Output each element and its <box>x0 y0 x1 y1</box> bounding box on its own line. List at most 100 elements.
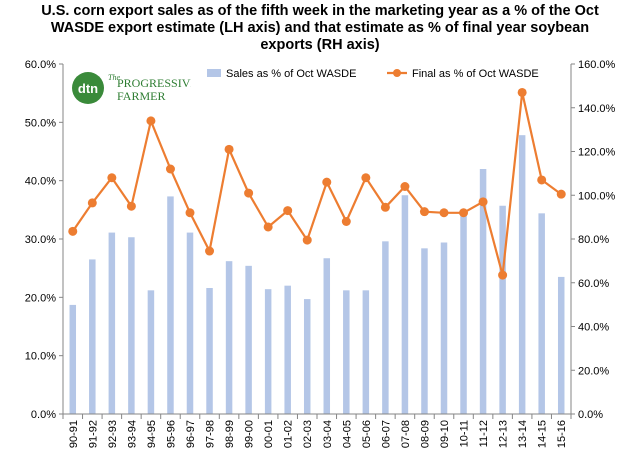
bar-series <box>69 135 565 414</box>
legend-label-sales: Sales as % of Oct WASDE <box>226 68 356 80</box>
x-tick-label: 14-15 <box>537 420 549 448</box>
right-tick-label: 160.0% <box>578 59 616 71</box>
bar-12-13 <box>499 205 506 414</box>
bar-93-94 <box>128 237 135 414</box>
line-point-97-98 <box>205 246 215 256</box>
bar-10-11 <box>460 215 467 414</box>
chart-title-line-3: exports (RH axis) <box>260 37 380 53</box>
bar-91-92 <box>89 259 96 414</box>
bar-03-04 <box>323 258 331 414</box>
right-tick-label: 120.0% <box>578 147 616 159</box>
bar-15-16 <box>557 276 565 414</box>
x-tick-label: 06-07 <box>380 420 392 448</box>
line-point-03-04 <box>322 177 332 187</box>
bar-02-03 <box>303 299 311 414</box>
bar-90-91 <box>69 304 77 414</box>
bar-04-05 <box>343 290 350 414</box>
logo-the-text: The <box>108 73 120 82</box>
logo-progressive-text: PROGRESSIVE <box>117 76 191 90</box>
right-tick-label: 20.0% <box>578 365 609 377</box>
bar-01-02 <box>284 285 291 414</box>
bar-97-98 <box>206 288 213 414</box>
x-tick-label: 07-08 <box>400 420 412 448</box>
bar-11-12 <box>479 169 487 414</box>
line-point-04-05 <box>341 217 351 226</box>
x-tick-label: 99-00 <box>244 420 256 448</box>
right-tick-label: 40.0% <box>578 322 609 334</box>
line-point-02-03 <box>302 235 312 245</box>
line-point-13-14 <box>517 87 527 97</box>
right-tick-label: 80.0% <box>578 234 609 246</box>
x-tick-label: 15-16 <box>556 420 568 448</box>
x-tick-label: 03-04 <box>322 420 334 448</box>
right-tick-label: 100.0% <box>578 190 616 202</box>
line-point-08-09 <box>419 207 429 217</box>
x-tick-label: 93-94 <box>126 420 138 448</box>
logo-farmer-text: FARMER <box>117 89 165 103</box>
line-point-14-15 <box>537 175 547 185</box>
line-path <box>71 92 562 276</box>
line-point-15-16 <box>556 189 566 199</box>
line-point-09-10 <box>439 208 449 218</box>
line-series <box>68 87 566 280</box>
bar-96-97 <box>186 232 194 414</box>
chart-title: U.S. corn export sales as of the fifth w… <box>0 3 640 54</box>
bar-99-00 <box>245 265 252 414</box>
right-tick-label: 140.0% <box>578 103 616 115</box>
right-tick-label: 0.0% <box>578 409 603 421</box>
bar-05-06 <box>362 290 370 414</box>
axes: 0.0% 10.0% 20.0% 30.0% 40.0% 50.0% 60.0% 0.0% 20… <box>25 59 616 448</box>
line-point-91-92 <box>87 198 97 208</box>
legend-marker-final <box>393 69 401 77</box>
bar-06-07 <box>382 241 389 414</box>
line-point-00-01 <box>263 222 273 232</box>
left-tick-label: 40.0% <box>25 176 56 188</box>
x-tick-label: 05-06 <box>361 420 373 448</box>
x-tick-label: 12-13 <box>498 420 510 448</box>
left-tick-label: 30.0% <box>25 234 56 246</box>
line-point-90-91 <box>68 226 78 236</box>
bar-94-95 <box>147 290 155 414</box>
left-tick-label: 10.0% <box>25 351 56 363</box>
bar-00-01 <box>264 289 272 414</box>
bar-14-15 <box>538 213 545 414</box>
x-tick-label: 97-98 <box>205 420 217 448</box>
bar-09-10 <box>440 242 448 414</box>
line-point-01-02 <box>283 206 293 216</box>
x-tick-label: 95-96 <box>165 420 177 448</box>
left-tick-label: 60.0% <box>25 59 56 71</box>
bar-07-08 <box>401 195 409 414</box>
x-tick-label: 91-92 <box>87 420 99 448</box>
line-point-95-96 <box>165 164 175 174</box>
line-point-92-93 <box>107 173 117 183</box>
line-point-94-95 <box>146 116 156 126</box>
line-point-11-12 <box>478 197 488 207</box>
x-tick-label: 02-03 <box>302 420 314 448</box>
line-point-93-94 <box>126 201 136 211</box>
x-tick-label: 13-14 <box>517 420 529 448</box>
line-point-10-11 <box>459 208 469 218</box>
bar-13-14 <box>518 135 526 414</box>
left-tick-label: 20.0% <box>25 292 56 304</box>
x-tick-label: 01-02 <box>283 420 295 448</box>
x-tick-label: 92-93 <box>107 420 119 448</box>
bar-92-93 <box>108 232 116 414</box>
x-tick-label: 04-05 <box>341 420 353 448</box>
x-tick-label: 10-11 <box>459 420 471 447</box>
x-tick-label: 90-91 <box>68 420 80 448</box>
line-point-99-00 <box>244 188 254 198</box>
legend: Sales as % of Oct WASDE Final as % of Oct… <box>207 68 539 80</box>
chart-title-line-2: WASDE export estimate (LH axis) and that… <box>50 20 590 36</box>
x-tick-label: 96-97 <box>185 420 197 448</box>
right-tick-label: 60.0% <box>578 278 609 290</box>
x-tick-label: 09-10 <box>439 420 451 448</box>
x-tick-label: 08-09 <box>419 420 431 448</box>
line-point-05-06 <box>361 173 371 183</box>
bar-98-99 <box>225 261 233 414</box>
chart-title-line-1: U.S. corn export sales as of the fifth w… <box>41 3 599 19</box>
dtn-logo-circle <box>72 72 104 104</box>
legend-swatch-sales <box>207 69 221 77</box>
line-point-06-07 <box>380 202 390 212</box>
x-tick-label: 94-95 <box>146 420 158 448</box>
